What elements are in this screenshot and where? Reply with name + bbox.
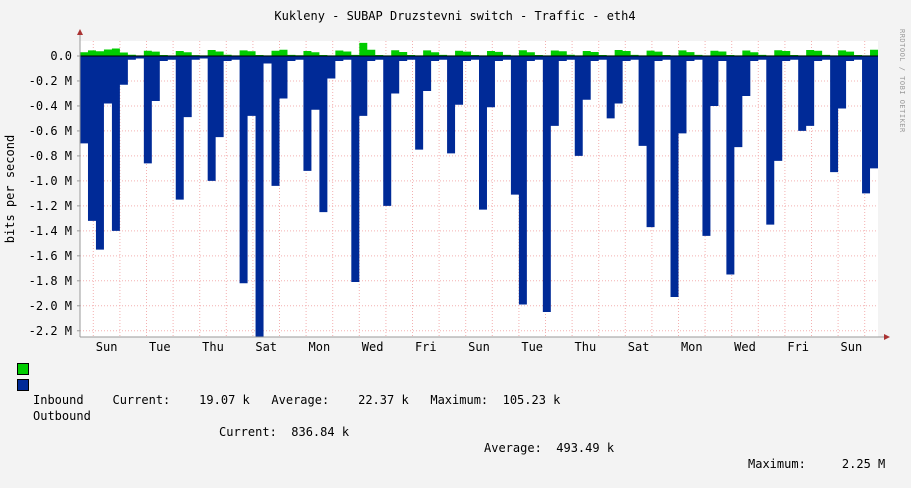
x-tick-label: Fri: [415, 340, 437, 354]
legend-inbound-text: Inbound Current: 19.07 k Average: 22.37 …: [33, 393, 561, 407]
x-tick-labels: Sun Tue Thu Sat Mon Wed Fri Sun Tue Thu Sat Mon Wed F…: [96, 340, 862, 354]
legend-outbound-maximum: Maximum: 2.25 M: [748, 457, 886, 471]
y-tick-label: -0.4 M: [29, 99, 72, 113]
x-tick-label: Thu: [575, 340, 597, 354]
y-tick-label: -1.2 M: [29, 199, 72, 213]
chart-frame: 0.0 -0.2 M -0.4 M -0.6 M -0.8 M -1.0 M -1.2 M -…: [0, 9, 911, 471]
x-tick-label: Mon: [681, 340, 703, 354]
outbound-area: [80, 55, 878, 338]
y-tick-label: -2.0 M: [29, 299, 72, 313]
x-tick-label: Mon: [309, 340, 331, 354]
legend-outbound-average: Average: 493.49 k: [484, 441, 615, 455]
y-tick-labels: 0.0 -0.2 M -0.4 M -0.6 M -0.8 M -1.0 M -1.2 M -…: [29, 49, 72, 338]
x-tick-label: Sun: [841, 340, 863, 354]
x-tick-label: Wed: [734, 340, 756, 354]
x-tick-label: Tue: [521, 340, 543, 354]
y-tick-label: -0.2 M: [29, 74, 72, 88]
y-axis-label: bits per second: [3, 135, 17, 243]
legend-outbound-row: Outbound Current: 836.84 k Average: 493.…: [0, 376, 885, 471]
y-tick-label: -1.8 M: [29, 274, 72, 288]
y-axis-arrow: [77, 29, 83, 35]
legend-inbound-row: Inbound Current: 19.07 k Average: 22.37 …: [0, 360, 560, 407]
legend: Inbound Current: 19.07 k Average: 22.37 …: [0, 358, 911, 471]
x-axis-arrow: [884, 334, 890, 340]
series-areas: [80, 42, 878, 338]
x-tick-label: Tue: [149, 340, 171, 354]
rrdtool-watermark: RRDTOOL / TOBI OETIKER: [898, 29, 906, 133]
x-tick-label: Sun: [96, 340, 118, 354]
y-tick-label: -1.0 M: [29, 174, 72, 188]
y-tick-label: -1.6 M: [29, 249, 72, 263]
inbound-swatch: [17, 363, 29, 375]
y-tick-label: -2.2 M: [29, 324, 72, 338]
x-tick-label: Wed: [362, 340, 384, 354]
traffic-chart: 0.0 -0.2 M -0.4 M -0.6 M -0.8 M -1.0 M -1.2 M -…: [3, 9, 906, 354]
axes: [77, 29, 890, 340]
y-tick-label: -0.6 M: [29, 124, 72, 138]
x-tick-label: Sat: [255, 340, 277, 354]
legend-outbound-current: Current: 836.84 k: [219, 425, 350, 439]
x-tick-label: Sat: [628, 340, 650, 354]
inbound-area: [80, 42, 878, 56]
y-tick-label: 0.0: [50, 49, 72, 63]
y-tick-label: -1.4 M: [29, 224, 72, 238]
chart-title: Kukleny - SUBAP Druzstevni switch - Traf…: [274, 9, 635, 23]
outbound-swatch: [17, 379, 29, 391]
y-tick-label: -0.8 M: [29, 149, 72, 163]
x-tick-label: Fri: [787, 340, 809, 354]
legend-outbound-label: Outbound: [33, 409, 91, 423]
x-tick-label: Sun: [468, 340, 490, 354]
x-tick-label: Thu: [202, 340, 224, 354]
